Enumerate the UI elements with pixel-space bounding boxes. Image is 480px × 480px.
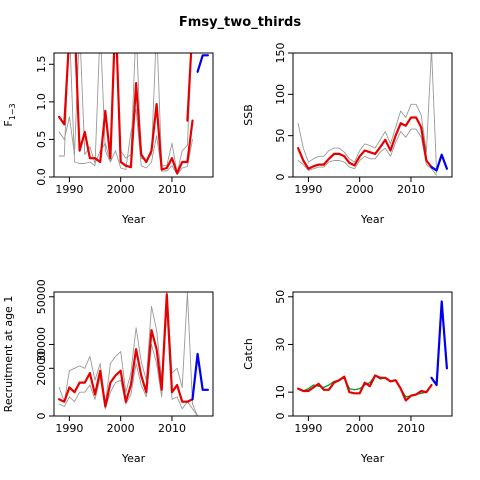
panel-2: 1990 2000 2010 0 50 100 150 Year SSB [242, 43, 453, 226]
y-tick-label: 0.5 [35, 131, 48, 149]
series-line-ci-0 [58, 292, 199, 416]
x-tick-label: 2000 [107, 422, 135, 435]
x-axis-label: Year [360, 213, 385, 226]
series-line-proj-3 [191, 352, 209, 401]
x-tick-label: 1990 [55, 422, 83, 435]
y-axis-label: Catch [242, 338, 255, 370]
y-axis-label: Recruitment at age 1 [2, 296, 15, 413]
plot-frame [292, 291, 453, 417]
y-tick-label: 0.0 [35, 168, 48, 186]
y-tick-label: 0 [35, 413, 48, 420]
x-tick-label: 2010 [158, 183, 186, 196]
y-tick-label: 1.5 [35, 56, 48, 74]
series-line-ci-1 [58, 308, 199, 416]
series-group [57, 292, 209, 416]
series-group [297, 300, 448, 402]
x-axis-label: Year [121, 213, 146, 226]
x-tick-label: 1990 [55, 183, 83, 196]
panel-4: 1990 2000 2010 0 10 30 50 Year Catch [242, 290, 453, 465]
y-tick-label: 100 [274, 84, 287, 105]
series-group [57, 53, 209, 176]
series-line-proj-2 [196, 54, 209, 73]
y-axis-label-subscript: 1−3 [8, 103, 17, 120]
series-line-ci-0 [297, 53, 438, 174]
y-axis-label: SSB [242, 104, 255, 126]
y-tick-label: 10 [274, 385, 287, 399]
x-tick-label: 1990 [294, 422, 322, 435]
y-tick-label: 50 [274, 290, 287, 304]
series-line-hist-2 [57, 293, 194, 408]
series-line-hist-0 [57, 53, 194, 175]
y-tick-label: 20000 [35, 351, 48, 386]
panel-1: 1990 2000 2010 0.0 0.5 1.0 1.5 Year F1−3 [2, 52, 214, 226]
series-line-ci-1 [297, 128, 438, 176]
x-tick-label: 2010 [397, 183, 425, 196]
x-axis-label: Year [121, 452, 146, 465]
y-axis-label: F1−3 [2, 103, 17, 126]
y-tick-label: 0 [274, 174, 287, 181]
y-tick-label: 30 [274, 337, 287, 351]
figure-title: Fmsy_two_thirds [179, 15, 301, 30]
plot-frame [53, 291, 214, 417]
x-tick-label: 2000 [346, 183, 374, 196]
x-axis-label: Year [360, 452, 385, 465]
series-line-obs-0 [297, 374, 433, 398]
y-tick-label: 50000 [35, 279, 48, 314]
series-line-ci-4 [58, 53, 193, 176]
plot-frame [292, 52, 453, 178]
series-line-ci-3 [58, 53, 192, 174]
plot-frame [53, 52, 214, 178]
series-line-hist-2 [297, 116, 433, 170]
y-tick-label: 0 [274, 413, 287, 420]
x-tick-label: 2000 [346, 422, 374, 435]
series-line-hist_up-1 [186, 53, 193, 122]
y-tick-label: 30000 [35, 327, 48, 362]
series-group [297, 53, 448, 176]
y-tick-label: 1.0 [35, 93, 48, 111]
series-line-proj-3 [430, 153, 448, 172]
series-line-hist-1 [297, 374, 433, 402]
y-tick-label: 50 [274, 129, 287, 143]
x-tick-label: 2010 [397, 422, 425, 435]
y-tick-label: 150 [274, 43, 287, 64]
x-tick-label: 2000 [107, 183, 135, 196]
x-tick-label: 1990 [294, 183, 322, 196]
x-tick-label: 2010 [158, 422, 186, 435]
series-line-proj-2 [430, 300, 448, 387]
